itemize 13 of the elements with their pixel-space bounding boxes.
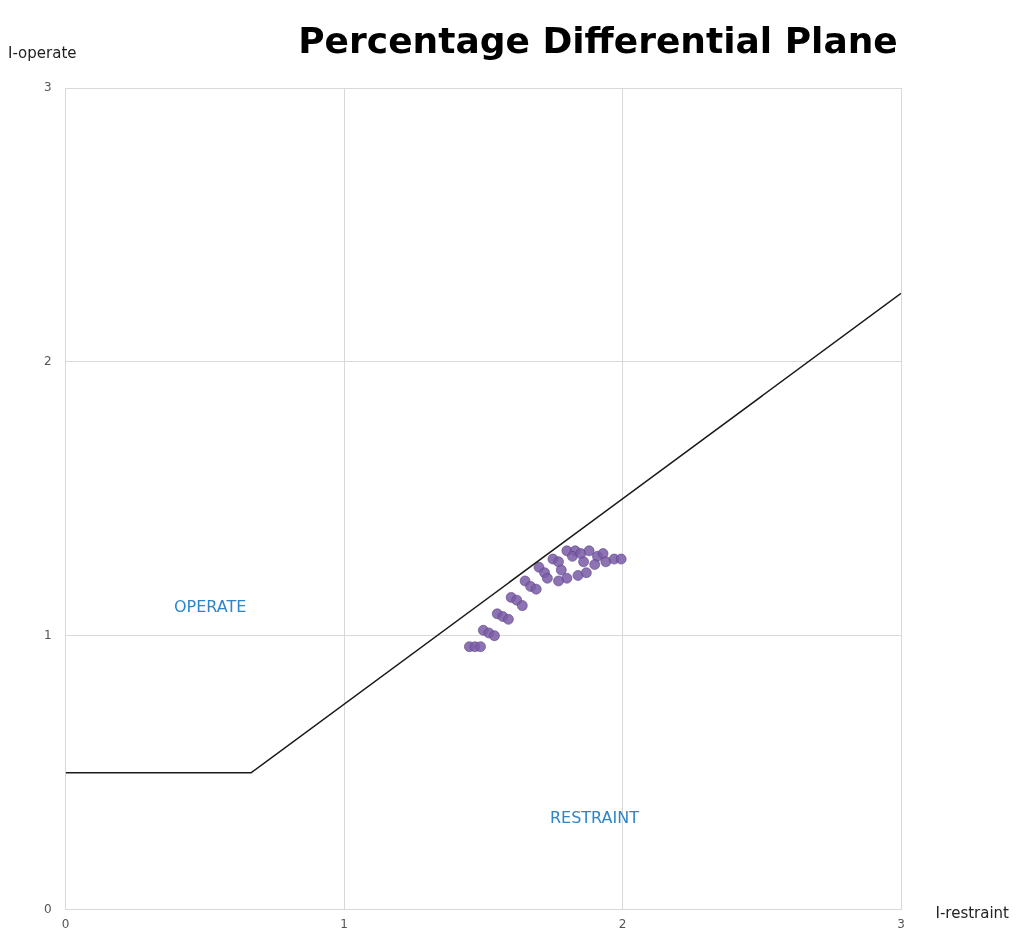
y-tick-label: 2: [43, 353, 52, 368]
x-axis-title: I-restraint: [935, 903, 1010, 922]
y-tick-label: 0: [43, 901, 52, 916]
y-tick-label: 3: [43, 80, 52, 95]
annotation: OPERATE: [173, 597, 247, 617]
annotation: RESTRAINT: [549, 808, 640, 828]
y-axis-title: I-operate: [8, 44, 77, 62]
y-tick-label: 1: [43, 627, 52, 642]
x-tick-label: 0: [61, 916, 70, 931]
x-tick-label: 2: [618, 916, 627, 931]
x-tick-label: 1: [340, 916, 348, 931]
chart-title: Percentage Differential Plane: [298, 20, 898, 61]
x-tick-label: 3: [897, 916, 905, 931]
